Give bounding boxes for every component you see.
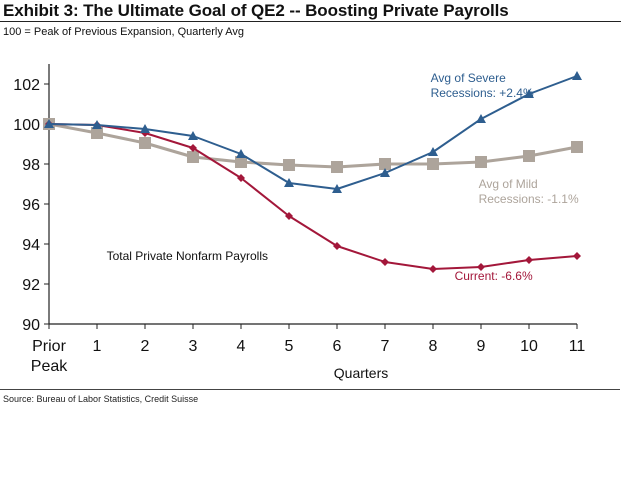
chart-title: Exhibit 3: The Ultimate Goal of QE2 -- B…	[3, 1, 509, 20]
series-layer	[43, 71, 583, 273]
title-underline	[0, 21, 621, 22]
data-point-diamond	[285, 212, 293, 220]
data-point-diamond	[477, 263, 485, 271]
data-point-square	[187, 151, 199, 163]
data-point-triangle	[44, 119, 54, 128]
y-tick-label: 92	[22, 277, 40, 294]
x-axis-title: Quarters	[334, 365, 388, 381]
y-tick-label: 102	[13, 77, 40, 94]
data-point-triangle	[428, 147, 438, 156]
data-point-diamond	[573, 252, 581, 260]
data-point-triangle	[188, 131, 198, 140]
data-point-square	[331, 161, 343, 173]
data-point-diamond	[189, 144, 197, 152]
annotation-mild: Avg of Mild Recessions: -1.1%	[479, 177, 579, 206]
annotation-current: Current: -6.6%	[455, 269, 533, 283]
chart-subtitle: 100 = Peak of Previous Expansion, Quarte…	[3, 26, 245, 38]
x-tick-label: Prior	[32, 338, 66, 355]
data-point-triangle	[476, 114, 486, 123]
y-tick-label: 98	[22, 157, 40, 174]
x-tick-label: 6	[333, 338, 342, 355]
x-tick-label: 7	[381, 338, 390, 355]
data-point-triangle	[92, 120, 102, 129]
data-point-square	[475, 156, 487, 168]
data-point-triangle	[140, 124, 150, 133]
data-point-triangle	[236, 149, 246, 158]
data-point-diamond	[381, 258, 389, 266]
series-line	[48, 122, 578, 169]
data-point-triangle	[524, 89, 534, 98]
data-point-square	[91, 127, 103, 139]
x-tick-label: 9	[477, 338, 486, 355]
y-tick-label: 96	[22, 197, 40, 214]
data-point-diamond	[333, 242, 341, 250]
x-tick-label: 2	[141, 338, 150, 355]
annotations: Avg of Severe Recessions: +2.4% Avg of Mil…	[107, 71, 579, 283]
annotation-line: Avg of Severe	[431, 71, 506, 85]
x-tick-label: Peak	[31, 358, 68, 375]
data-point-square	[139, 137, 151, 149]
data-point-triangle	[380, 168, 390, 177]
data-point-triangle	[332, 184, 342, 193]
annotation-line: Avg of Mild	[479, 177, 538, 191]
y-tick-label: 94	[22, 237, 40, 254]
axes: 90 92 94 96 98 100 102 Prior Peak 1 2 3 4 5 6 7 8 9 10 11 Qu…	[13, 64, 585, 381]
x-tick-label: 5	[285, 338, 294, 355]
series-avg-of-severe-recessions	[44, 71, 582, 193]
series-avg-of-mild-recessions	[43, 118, 583, 173]
source-note: Source: Bureau of Labor Statistics, Cred…	[3, 394, 199, 404]
data-point-triangle	[572, 71, 582, 80]
series-line	[48, 75, 578, 190]
y-tick-label: 100	[13, 117, 40, 134]
x-tick-label: 10	[520, 338, 538, 355]
series-line	[48, 123, 578, 270]
series-current	[45, 120, 581, 273]
data-point-square	[235, 156, 247, 168]
footer-divider	[0, 389, 620, 390]
data-point-square	[283, 159, 295, 171]
data-point-square	[379, 158, 391, 170]
x-tick-label: 8	[429, 338, 438, 355]
annotation-line: Recessions: -1.1%	[479, 192, 579, 206]
annotation-line: Recessions: +2.4%	[431, 86, 534, 100]
data-point-square	[571, 141, 583, 153]
annotation-line: Total Private Nonfarm Payrolls	[107, 249, 268, 263]
x-tick-label: 4	[237, 338, 246, 355]
x-tick-label: 11	[569, 338, 586, 355]
x-tick-label: 1	[93, 338, 102, 355]
data-point-square	[427, 158, 439, 170]
data-point-square	[523, 150, 535, 162]
y-tick-label: 90	[22, 317, 40, 334]
annotation-series-name: Total Private Nonfarm Payrolls	[107, 249, 268, 263]
data-point-triangle	[284, 178, 294, 187]
data-point-diamond	[525, 256, 533, 264]
data-point-diamond	[429, 265, 437, 273]
annotation-line: Current: -6.6%	[455, 269, 533, 283]
x-tick-label: 3	[189, 338, 198, 355]
data-point-diamond	[237, 174, 245, 182]
annotation-severe: Avg of Severe Recessions: +2.4%	[431, 71, 534, 100]
